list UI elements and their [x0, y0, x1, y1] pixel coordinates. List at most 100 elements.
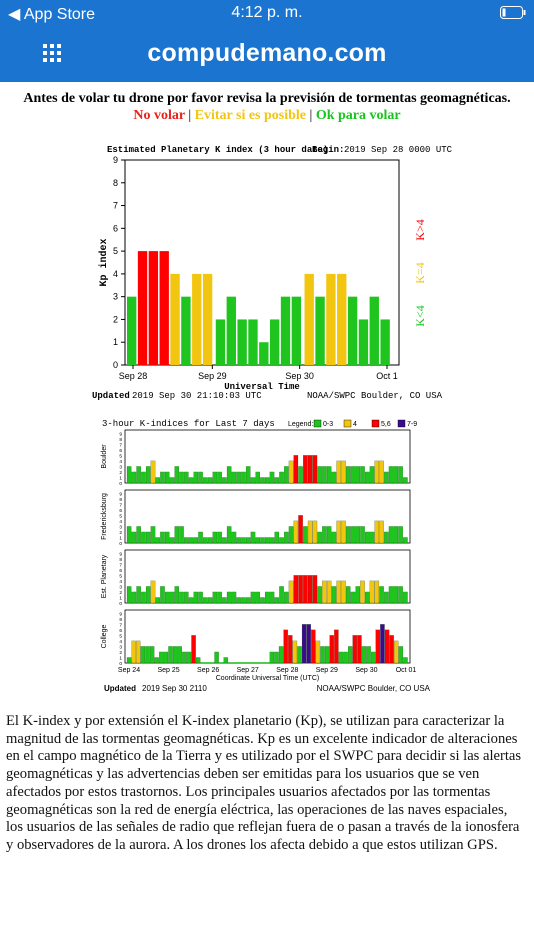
k-bar	[288, 635, 293, 664]
grid-icon[interactable]	[43, 44, 61, 62]
k-bar	[352, 635, 357, 664]
kp-bar	[380, 319, 390, 365]
y-tick-label: 0	[119, 601, 122, 607]
k-bar	[269, 651, 275, 664]
k-bar	[179, 471, 184, 484]
k-bar	[155, 597, 160, 604]
k-bar	[403, 591, 408, 604]
x-axis-label: Universal Time	[224, 382, 300, 392]
kp-bar	[269, 319, 280, 365]
k-bar	[320, 646, 325, 664]
k-bar	[250, 591, 256, 604]
k-bar	[260, 537, 265, 544]
k-bar	[209, 662, 215, 663]
k-bar	[219, 662, 224, 663]
k-bar	[366, 646, 371, 664]
x-tick-label: Sep 27	[237, 667, 259, 674]
k-bar	[207, 537, 213, 544]
k-bar	[237, 662, 242, 663]
k-bar	[260, 597, 265, 604]
legend-swatch	[371, 419, 380, 428]
k-bar	[226, 526, 232, 544]
y-tick-label: 6	[119, 568, 122, 574]
k-bar	[251, 662, 256, 663]
k-bar	[303, 575, 308, 604]
x-tick-label: Sep 24	[118, 667, 140, 674]
k-bar	[205, 662, 210, 663]
k-bar	[274, 651, 279, 664]
k-bar	[284, 531, 289, 544]
back-to-app-store[interactable]: ◀ App Store	[8, 6, 96, 23]
y-tick-label: 8	[119, 437, 122, 443]
k-bar	[303, 526, 308, 544]
k-bar	[242, 662, 247, 663]
k-bar	[217, 531, 222, 544]
k-bar	[140, 646, 146, 664]
k-bar	[380, 624, 385, 664]
k-bar	[355, 526, 360, 544]
y-tick-label: 2	[119, 470, 122, 476]
x-tick-label: Sep 28	[119, 371, 148, 381]
ok-label: Ok para volar	[315, 108, 401, 123]
k-bar	[357, 635, 362, 664]
x-tick-label: Oct 1	[376, 371, 398, 381]
station-name: Fredericksburg	[101, 493, 108, 540]
y-tick-label: 9	[119, 431, 122, 437]
k-bar	[394, 640, 399, 664]
legend-line: No volar | Evitar si es posible | Ok par…	[0, 107, 534, 124]
k-bar	[226, 591, 232, 604]
k-bar	[297, 646, 302, 664]
k-bar	[193, 537, 199, 544]
k-bar	[326, 526, 332, 544]
y-tick-label: 9	[113, 155, 118, 165]
k-bar	[131, 591, 137, 604]
k-bar	[336, 580, 341, 604]
k-bar	[241, 597, 246, 604]
k-bar	[355, 466, 360, 484]
k-bar	[324, 646, 330, 664]
k-bar	[374, 580, 380, 604]
k-bar	[169, 477, 175, 484]
k-bar	[255, 537, 260, 544]
k-bar	[398, 586, 403, 604]
k-bar	[307, 455, 313, 484]
k-bar	[298, 575, 303, 604]
y-tick-label: 5	[119, 573, 122, 579]
k-bar	[350, 591, 356, 604]
y-tick-label: 5	[119, 453, 122, 459]
x-tick-label: Sep 28	[276, 667, 298, 674]
y-tick-label: 7	[119, 442, 122, 448]
k-bar	[222, 477, 227, 484]
y-tick-label: 3	[119, 524, 122, 530]
k-bar	[150, 526, 156, 544]
k-bar	[322, 466, 327, 484]
k-bar	[311, 629, 316, 664]
y-tick-label: 4	[119, 579, 122, 585]
updated-label: Updated	[92, 391, 130, 401]
k-bar	[279, 537, 284, 544]
k-bar	[222, 597, 227, 604]
k-bar	[228, 662, 233, 663]
kp-index-chart: Estimated Planetary K index (3 hour data…	[92, 145, 452, 401]
y-tick-label: 7	[119, 562, 122, 568]
y-tick-label: 0	[119, 481, 122, 487]
legend-label: 4	[353, 421, 357, 428]
k-bar	[150, 460, 156, 484]
k-bar	[317, 531, 322, 544]
k-bar	[214, 651, 219, 664]
site-title[interactable]: compudemano.com	[147, 39, 387, 67]
k-bar	[126, 526, 132, 544]
y-tick-label: 6	[113, 223, 118, 233]
k-bar	[283, 629, 288, 664]
kp-bar	[315, 296, 325, 365]
y-tick-label: 1	[113, 337, 118, 347]
k-bar	[231, 591, 237, 604]
y-tick-label: 9	[119, 491, 122, 497]
k-bar	[269, 471, 275, 484]
intro-line: Antes de volar tu drone por favor revisa…	[23, 91, 511, 106]
k-bar	[184, 471, 189, 484]
x-tick-label: Sep 29	[198, 371, 227, 381]
k-bar	[245, 466, 251, 484]
k-bar	[188, 597, 194, 604]
k-bar	[331, 586, 337, 604]
